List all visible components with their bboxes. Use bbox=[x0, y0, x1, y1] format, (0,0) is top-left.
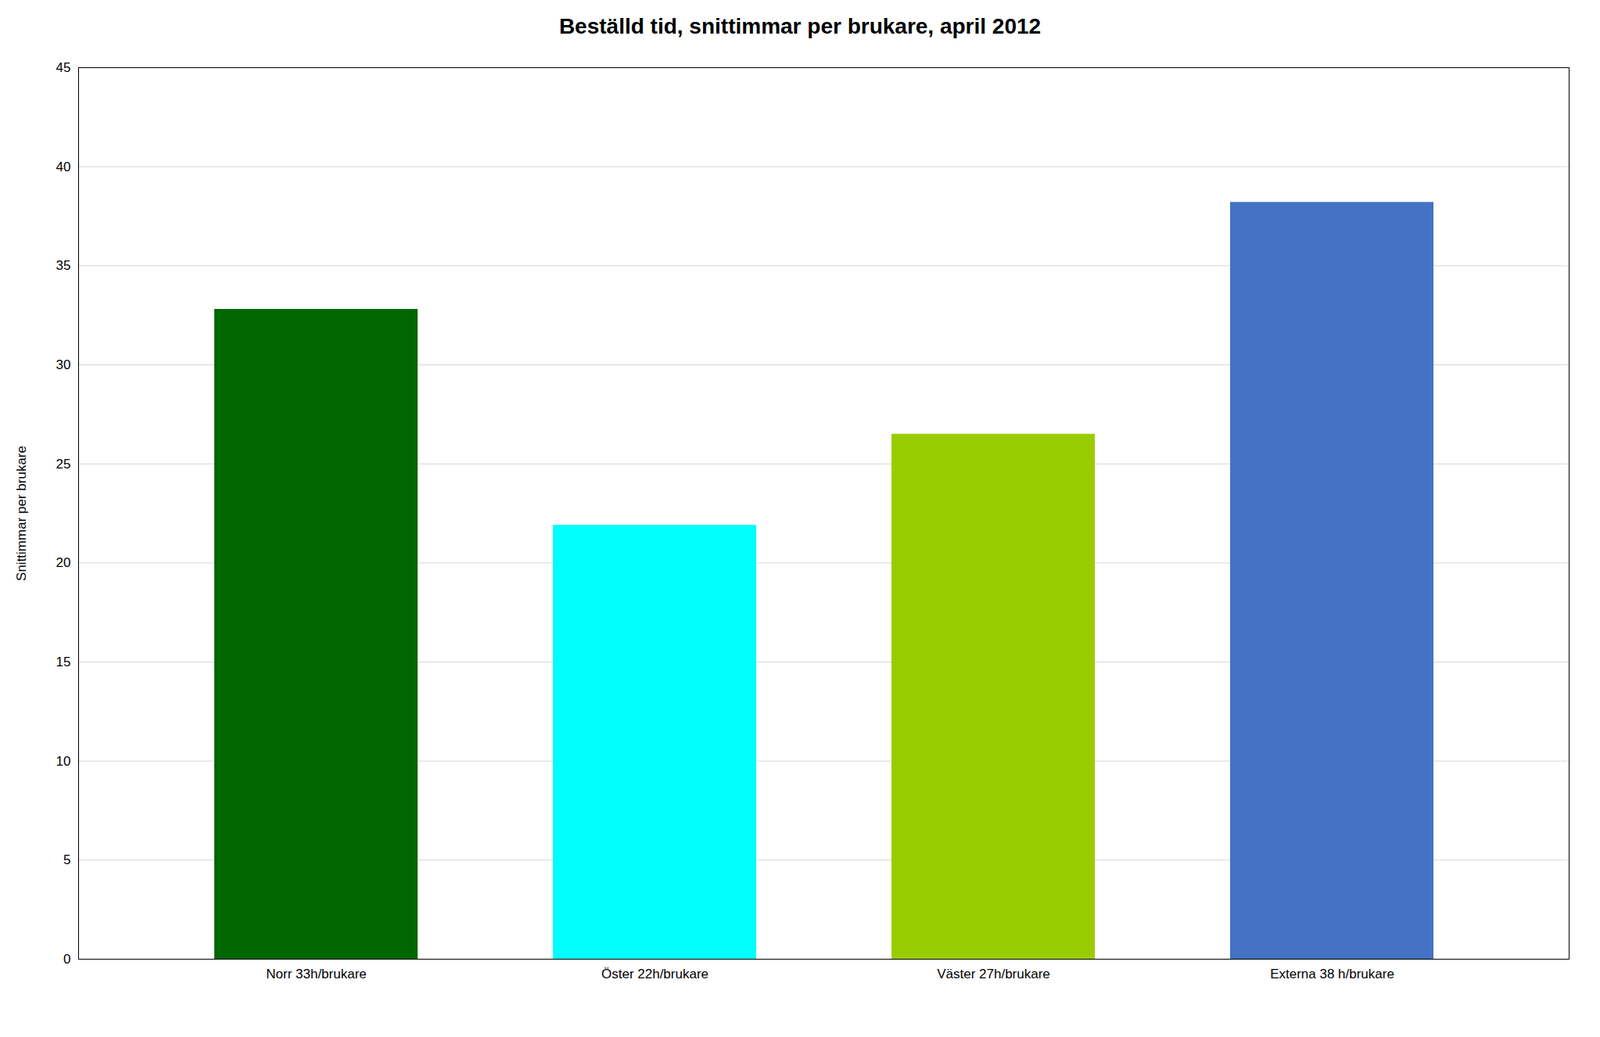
svg-text:Väster 27h/brukare: Väster 27h/brukare bbox=[936, 966, 1051, 982]
svg-text:20: 20 bbox=[56, 555, 72, 571]
svg-text:10: 10 bbox=[56, 753, 72, 769]
svg-text:0: 0 bbox=[63, 951, 71, 967]
svg-text:Öster 22h/brukare: Öster 22h/brukare bbox=[601, 966, 709, 982]
svg-text:45: 45 bbox=[56, 60, 72, 76]
svg-text:25: 25 bbox=[56, 456, 72, 472]
svg-text:35: 35 bbox=[56, 258, 72, 273]
svg-text:Externa 38 h/brukare: Externa 38 h/brukare bbox=[1269, 966, 1395, 982]
svg-text:Snittimmar per brukare: Snittimmar per brukare bbox=[14, 445, 29, 582]
svg-text:5: 5 bbox=[63, 852, 71, 868]
svg-text:30: 30 bbox=[56, 357, 72, 373]
html-text:Beställd tid, snittimmar per b: Beställd tid, snittimmar per brukare, ap… bbox=[559, 14, 1041, 39]
svg-text:15: 15 bbox=[56, 654, 72, 670]
svg-text:40: 40 bbox=[56, 159, 72, 175]
svg-text:Norr 33h/brukare: Norr 33h/brukare bbox=[265, 966, 367, 982]
